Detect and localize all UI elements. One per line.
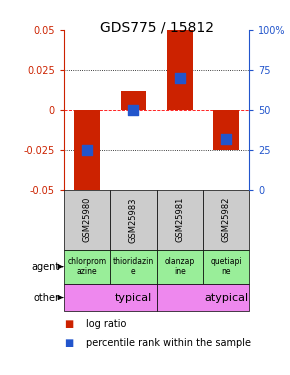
Bar — [203, 190, 249, 249]
Text: GSM25980: GSM25980 — [82, 197, 92, 243]
Bar — [64, 249, 110, 284]
Text: agent: agent — [31, 262, 59, 272]
Text: atypical: atypical — [204, 292, 248, 303]
Text: GSM25982: GSM25982 — [222, 197, 231, 243]
Point — [177, 75, 182, 81]
Bar — [121, 91, 146, 110]
Bar — [64, 284, 157, 311]
Text: log ratio: log ratio — [86, 320, 126, 329]
Bar — [167, 30, 193, 110]
Text: GDS775 / 15812: GDS775 / 15812 — [99, 21, 214, 34]
Text: quetiapi
ne: quetiapi ne — [210, 257, 242, 276]
Bar — [157, 284, 249, 311]
Text: olanzap
ine: olanzap ine — [165, 257, 195, 276]
Text: ■: ■ — [64, 320, 73, 329]
Text: GSM25983: GSM25983 — [129, 197, 138, 243]
Bar — [203, 249, 249, 284]
Bar — [110, 249, 157, 284]
Text: ■: ■ — [64, 338, 73, 348]
Bar — [157, 249, 203, 284]
Text: other: other — [33, 292, 59, 303]
Bar — [74, 110, 100, 195]
Text: percentile rank within the sample: percentile rank within the sample — [86, 338, 251, 348]
Bar — [64, 190, 110, 249]
Bar — [157, 190, 203, 249]
Bar — [110, 190, 157, 249]
Text: typical: typical — [115, 292, 152, 303]
Text: chlorprom
azine: chlorprom azine — [68, 257, 106, 276]
Text: GSM25981: GSM25981 — [175, 197, 184, 243]
Point — [131, 107, 136, 113]
Text: thioridazin
e: thioridazin e — [113, 257, 154, 276]
Point — [224, 136, 229, 142]
Bar — [213, 110, 239, 150]
Point — [85, 147, 89, 153]
